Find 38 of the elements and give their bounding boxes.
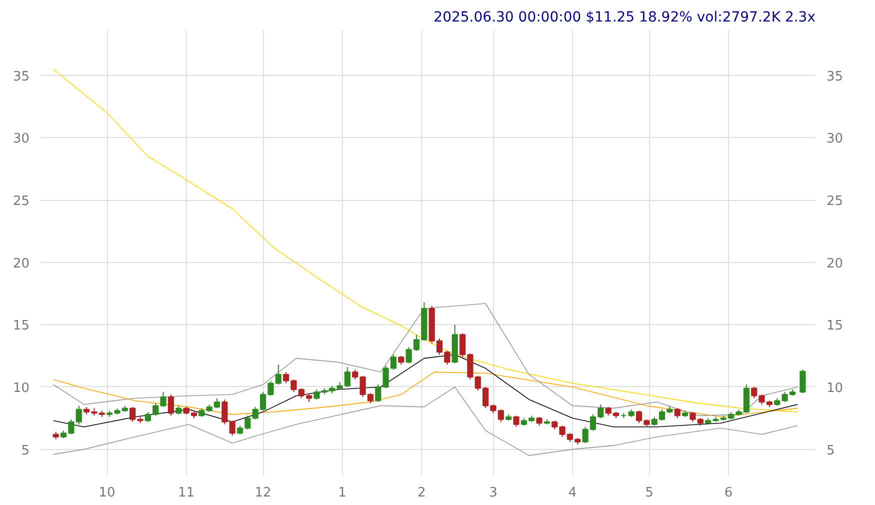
y-tick-label: 10 xyxy=(12,381,30,396)
candlestick xyxy=(800,369,806,394)
y2-tick-label: 25 xyxy=(826,194,844,210)
x-tick-label: 10 xyxy=(98,486,116,500)
x-tick-label: 4 xyxy=(568,486,577,500)
candlestick xyxy=(222,398,228,425)
y2-tick-label: 5 xyxy=(826,443,835,458)
candlestick xyxy=(513,415,520,428)
line-series xyxy=(52,386,798,456)
y-tick-label: 30 xyxy=(12,132,30,147)
candlestick xyxy=(498,408,504,422)
line-series xyxy=(52,68,798,412)
y2-tick-label: 20 xyxy=(826,256,844,272)
x-tick-label: 6 xyxy=(724,486,733,500)
x-tick-label: 5 xyxy=(645,486,654,500)
candlestick xyxy=(229,420,236,436)
y-tick-label: 15 xyxy=(12,318,30,334)
x-tick-label: 3 xyxy=(489,486,498,500)
line-series xyxy=(52,303,798,416)
x-tick-label: 12 xyxy=(254,486,272,500)
y2-tick-label: 15 xyxy=(826,318,844,334)
y2-tick-label: 30 xyxy=(826,132,844,147)
x-tick-label: 2 xyxy=(417,486,426,500)
y-tick-label: 20 xyxy=(12,256,30,272)
x-tick-label: 11 xyxy=(178,486,195,500)
candlestick xyxy=(582,426,588,444)
candlestick xyxy=(252,406,258,420)
candlestick xyxy=(674,408,680,419)
candlestick xyxy=(168,394,174,416)
candlestick xyxy=(275,364,282,386)
y-tick-label: 25 xyxy=(12,194,30,210)
y2-tick-label: 35 xyxy=(826,69,844,84)
y2-tick-label: 10 xyxy=(826,381,844,396)
chart-title: 2025.06.30 00:00:00 $11.25 18.92% vol:2797.2K 2.3x xyxy=(434,10,816,26)
y-tick-label: 5 xyxy=(21,443,30,458)
candlestick xyxy=(160,391,166,408)
y-tick-label: 35 xyxy=(12,69,30,84)
x-tick-label: 1 xyxy=(338,486,346,500)
